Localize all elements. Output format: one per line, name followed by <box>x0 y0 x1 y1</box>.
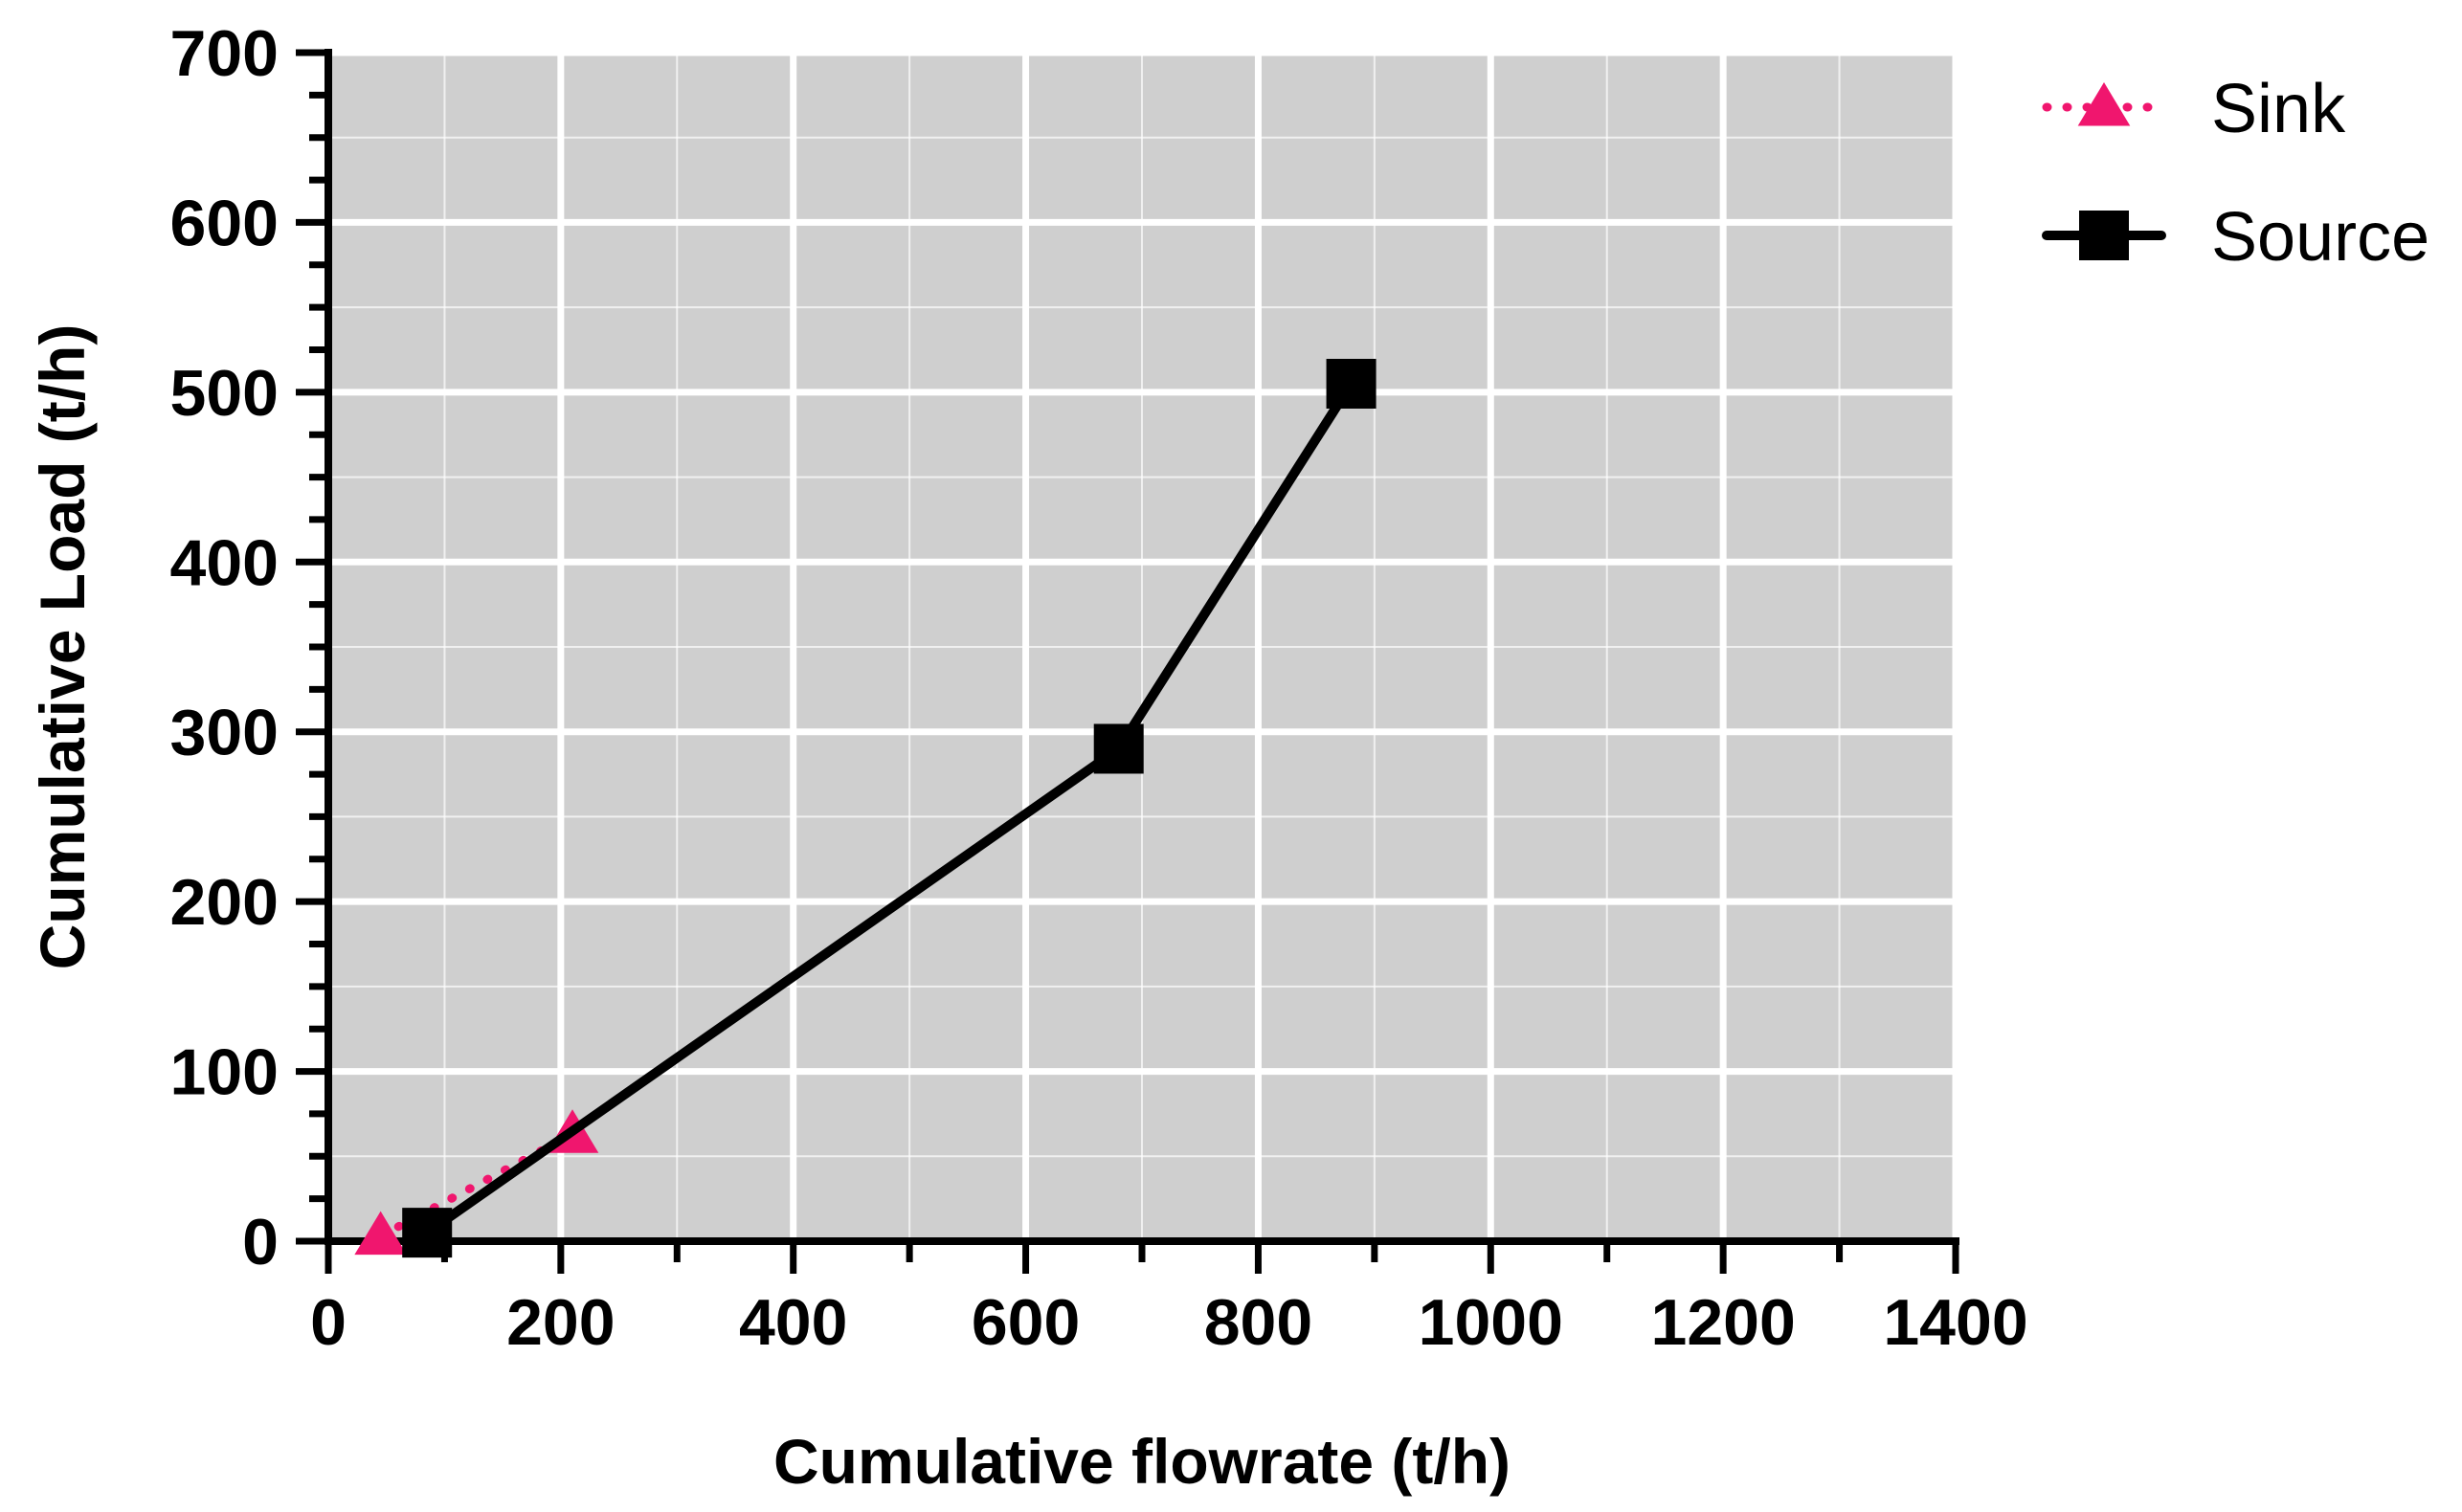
legend-source-label: Source <box>2211 199 2429 276</box>
series <box>354 358 1376 1258</box>
data-point-source <box>1326 358 1376 409</box>
y-tick-label: 400 <box>170 526 279 599</box>
y-tick-label: 200 <box>170 866 279 939</box>
x-tick-label: 800 <box>1204 1286 1312 1359</box>
legend-sink-label: Sink <box>2211 71 2346 147</box>
legend: Sink Source <box>2042 71 2429 276</box>
legend-item-source: Source <box>2042 199 2429 276</box>
legend-source-square-marker <box>2079 211 2129 260</box>
y-tick-label: 300 <box>170 697 279 769</box>
x-tick-label: 1000 <box>1419 1286 1563 1359</box>
y-axis-ticks: 0 100 200 300 400 500 600 700 <box>170 17 328 1279</box>
data-point-sink <box>354 1211 407 1256</box>
x-tick-label: 200 <box>506 1286 615 1359</box>
data-point-source <box>1093 723 1144 774</box>
y-tick-label: 500 <box>170 357 279 430</box>
y-tick-label: 600 <box>170 187 279 259</box>
legend-item-sink: Sink <box>2042 71 2346 147</box>
legend-sink-triangle-marker <box>2077 82 2131 126</box>
y-axis-title: Cumulative Load (t/h) <box>27 324 98 970</box>
grid-lines <box>328 49 1959 1241</box>
x-axis-title: Cumulative flowrate (t/h) <box>773 1426 1511 1497</box>
y-tick-label: 0 <box>242 1206 279 1279</box>
y-tick-label: 100 <box>170 1036 279 1109</box>
x-tick-label: 600 <box>972 1286 1080 1359</box>
x-tick-label: 0 <box>310 1286 347 1359</box>
x-tick-label: 1400 <box>1883 1286 2027 1359</box>
x-tick-label: 400 <box>739 1286 847 1359</box>
data-point-source <box>402 1208 453 1258</box>
x-tick-label: 1200 <box>1651 1286 1796 1359</box>
series-source <box>402 358 1376 1258</box>
y-tick-label: 700 <box>170 17 279 90</box>
x-axis-ticks: 0 200 400 600 800 1000 1200 1400 <box>310 1241 2028 1359</box>
